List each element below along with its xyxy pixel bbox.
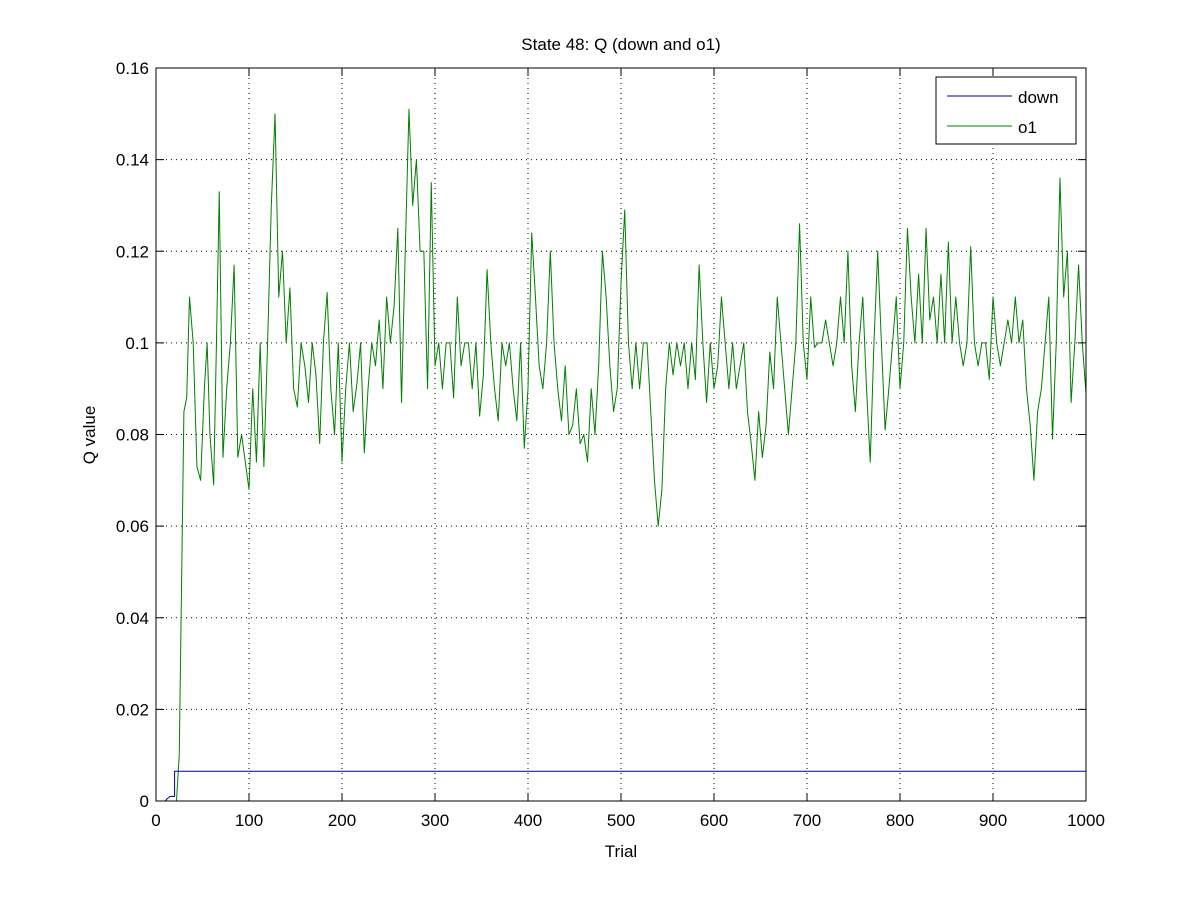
y-tick-label: 0.08 [116, 426, 149, 445]
legend-label-down: down [1018, 88, 1059, 107]
y-tick-label: 0.12 [116, 242, 149, 261]
x-tick-label: 1000 [1067, 811, 1105, 830]
ticks: 0 100 200 300 400 500 600 700 800 900 1000 0 0.02 0.0… [116, 59, 1105, 830]
x-tick-label: 600 [700, 811, 728, 830]
series-lines [156, 108, 1087, 802]
series-line-o1 [156, 108, 1087, 802]
legend-box [935, 76, 1077, 145]
x-axis-label: Trial [605, 842, 637, 861]
legend: down o1 [935, 76, 1077, 145]
x-tick-label: 200 [328, 811, 356, 830]
y-tick-label: 0.02 [116, 700, 149, 719]
x-tick-label: 700 [793, 811, 821, 830]
x-tick-label: 800 [886, 811, 914, 830]
grid [156, 68, 1086, 801]
x-tick-label: 400 [514, 811, 542, 830]
chart-title: State 48: Q (down and o1) [521, 35, 720, 54]
x-tick-label: 100 [235, 811, 263, 830]
y-tick-label: 0 [140, 792, 149, 811]
x-tick-label: 0 [151, 811, 160, 830]
x-tick-label: 500 [607, 811, 635, 830]
y-axis-label: Q value [80, 406, 99, 465]
y-tick-label: 0.06 [116, 517, 149, 536]
y-tick-label: 0.04 [116, 609, 149, 628]
y-tick-label: 0.1 [125, 334, 149, 353]
y-tick-label: 0.14 [116, 151, 149, 170]
y-tick-label: 0.16 [116, 59, 149, 78]
x-tick-label: 300 [421, 811, 449, 830]
x-tick-label: 900 [979, 811, 1007, 830]
legend-label-o1: o1 [1018, 118, 1037, 137]
